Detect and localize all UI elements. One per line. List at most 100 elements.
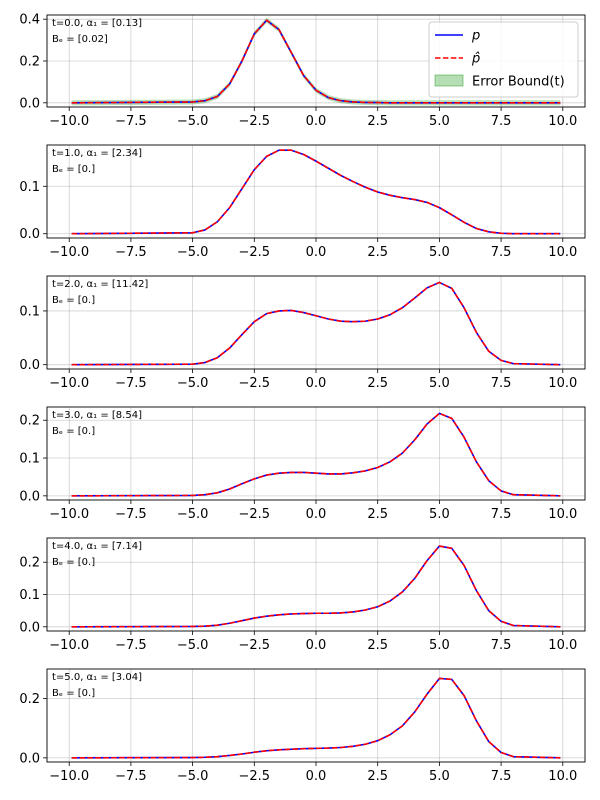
x-tick-label: 0.0 <box>306 769 327 784</box>
x-tick-label: 0.0 <box>306 507 327 522</box>
x-tick-label: −5.0 <box>177 638 209 653</box>
annotation-error-bound: Bₑ = [0.] <box>52 295 95 306</box>
annotation-error-bound: Bₑ = [0.] <box>52 426 95 437</box>
subplot-4: −10.0 −7.5 −5.0 −2.5 0.0 2.5 5.0 7.5 10.0 0.0 0.1 0… <box>19 406 586 522</box>
annotation-error-bound: Bₑ = [0.02] <box>52 34 108 45</box>
x-tick-label: −7.5 <box>115 507 147 522</box>
annotation-time-alpha: t=4.0, α₁ = [7.14] <box>52 541 142 552</box>
y-tick-label: 0.1 <box>19 452 40 467</box>
legend: p p̂ Error Bound(t) <box>428 21 579 98</box>
x-tick-label: 7.5 <box>491 507 512 522</box>
series-line-p-hat <box>71 281 561 366</box>
x-tick-label: 10.0 <box>548 376 577 391</box>
x-tick-label: −7.5 <box>115 114 147 129</box>
annotation-error-bound: Bₑ = [0.] <box>52 688 95 699</box>
x-tick-label: −5.0 <box>177 507 209 522</box>
x-tick-label: −10.0 <box>49 114 89 129</box>
x-tick-label: 10.0 <box>548 245 577 260</box>
x-tick-label: 7.5 <box>491 769 512 784</box>
x-tick-label: 2.5 <box>367 245 388 260</box>
y-tick-label: 0.2 <box>19 692 40 707</box>
subplot-1: −10.0 −7.5 −5.0 −2.5 0.0 2.5 5.0 7.5 10.0 0.0 0.2 0… <box>19 13 586 129</box>
y-tick-label: 0.1 <box>19 180 40 195</box>
x-tick-label: −2.5 <box>239 114 271 129</box>
x-tick-label: −5.0 <box>177 114 209 129</box>
x-tick-label: 7.5 <box>491 638 512 653</box>
subplot-2: −10.0 −7.5 −5.0 −2.5 0.0 2.5 5.0 7.5 10.0 0.0 0.1 t… <box>19 144 586 260</box>
series-line-p-hat <box>71 149 561 235</box>
annotation-time-alpha: t=3.0, α₁ = [8.54] <box>52 410 142 421</box>
x-tick-label: 2.5 <box>367 376 388 391</box>
x-tick-label: −5.0 <box>177 245 209 260</box>
x-tick-label: 5.0 <box>429 769 450 784</box>
legend-label: p̂ <box>471 52 480 67</box>
x-tick-label: 2.5 <box>367 769 388 784</box>
x-tick-label: 10.0 <box>548 114 577 129</box>
x-tick-label: 7.5 <box>491 245 512 260</box>
y-tick-label: 0.0 <box>19 96 40 111</box>
legend-label: Error Bound(t) <box>472 75 565 90</box>
x-tick-label: 5.0 <box>429 245 450 260</box>
legend-swatch-error-bound <box>434 74 464 87</box>
x-tick-label: 0.0 <box>306 638 327 653</box>
x-tick-label: −5.0 <box>177 376 209 391</box>
y-tick-label: 0.0 <box>19 751 40 766</box>
y-tick-label: 0.1 <box>19 304 40 319</box>
subplot-3: −10.0 −7.5 −5.0 −2.5 0.0 2.5 5.0 7.5 10.0 0.0 0.1 t… <box>19 275 586 391</box>
x-tick-label: 5.0 <box>429 507 450 522</box>
legend-frame <box>428 21 579 98</box>
legend-label: p <box>471 29 480 44</box>
annotation-error-bound: Bₑ = [0.] <box>52 164 95 175</box>
x-tick-label: 5.0 <box>429 638 450 653</box>
x-tick-label: 0.0 <box>306 114 327 129</box>
y-tick-label: 0.2 <box>19 556 40 571</box>
x-tick-label: −7.5 <box>115 245 147 260</box>
y-tick-label: 0.0 <box>19 227 40 242</box>
x-tick-label: −7.5 <box>115 638 147 653</box>
x-tick-label: −10.0 <box>49 376 89 391</box>
subplot-6: −10.0 −7.5 −5.0 −2.5 0.0 2.5 5.0 7.5 10.0 0.0 0.2 t… <box>19 668 586 784</box>
x-tick-label: −2.5 <box>239 507 271 522</box>
annotation-time-alpha: t=1.0, α₁ = [2.34] <box>52 148 142 159</box>
x-tick-label: 7.5 <box>491 376 512 391</box>
x-tick-label: 5.0 <box>429 114 450 129</box>
x-tick-label: −10.0 <box>49 638 89 653</box>
y-tick-label: 0.0 <box>19 358 40 373</box>
x-tick-label: 0.0 <box>306 245 327 260</box>
error-bound-band <box>71 17 561 106</box>
x-tick-label: −5.0 <box>177 769 209 784</box>
annotation-time-alpha: t=5.0, α₁ = [3.04] <box>52 672 142 683</box>
y-tick-label: 0.2 <box>19 55 40 70</box>
x-tick-label: 7.5 <box>491 114 512 129</box>
series-line-p-hat <box>71 19 561 104</box>
x-tick-label: 10.0 <box>548 769 577 784</box>
x-tick-label: −7.5 <box>115 376 147 391</box>
x-tick-label: 10.0 <box>548 638 577 653</box>
x-tick-label: −2.5 <box>239 769 271 784</box>
y-tick-label: 0.2 <box>19 414 40 429</box>
y-tick-label: 0.1 <box>19 588 40 603</box>
subplot-5: −10.0 −7.5 −5.0 −2.5 0.0 2.5 5.0 7.5 10.0 0.0 0.1 0… <box>19 537 586 653</box>
x-tick-label: 2.5 <box>367 114 388 129</box>
x-tick-label: 2.5 <box>367 507 388 522</box>
x-tick-label: −2.5 <box>239 638 271 653</box>
x-tick-label: −2.5 <box>239 376 271 391</box>
annotation-time-alpha: t=0.0, α₁ = [0.13] <box>52 18 142 29</box>
series-line-p-hat <box>71 545 561 628</box>
x-tick-label: −7.5 <box>115 769 147 784</box>
x-tick-label: −2.5 <box>239 245 271 260</box>
x-tick-label: 5.0 <box>429 376 450 391</box>
y-tick-label: 0.0 <box>19 620 40 635</box>
x-tick-label: −10.0 <box>49 507 89 522</box>
y-tick-label: 0.0 <box>19 489 40 504</box>
series-line-p-hat <box>71 412 561 497</box>
y-tick-label: 0.4 <box>19 13 40 28</box>
x-tick-label: 2.5 <box>367 638 388 653</box>
series-line-p-hat <box>71 677 561 759</box>
x-tick-label: 10.0 <box>548 507 577 522</box>
x-tick-label: 0.0 <box>306 376 327 391</box>
annotation-time-alpha: t=2.0, α₁ = [11.42] <box>52 279 148 290</box>
x-tick-label: −10.0 <box>49 245 89 260</box>
annotation-error-bound: Bₑ = [0.] <box>52 557 95 568</box>
